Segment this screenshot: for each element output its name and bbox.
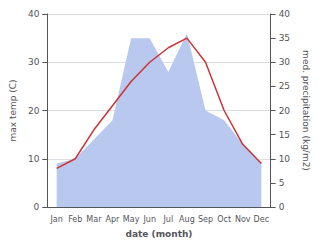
svg-text:30: 30 bbox=[28, 57, 40, 67]
svg-text:Nov: Nov bbox=[235, 215, 251, 224]
svg-text:10: 10 bbox=[279, 154, 291, 164]
svg-text:30: 30 bbox=[279, 57, 291, 67]
svg-text:20: 20 bbox=[279, 106, 291, 116]
svg-text:0: 0 bbox=[279, 202, 285, 212]
svg-text:20: 20 bbox=[28, 106, 40, 116]
svg-text:40: 40 bbox=[28, 9, 40, 19]
svg-text:15: 15 bbox=[279, 130, 290, 140]
svg-text:Sep: Sep bbox=[198, 215, 213, 224]
svg-text:Jul: Jul bbox=[162, 215, 173, 224]
svg-text:May: May bbox=[123, 215, 140, 224]
svg-text:Jan: Jan bbox=[49, 215, 62, 224]
svg-text:10: 10 bbox=[28, 154, 40, 164]
svg-text:Oct: Oct bbox=[217, 215, 231, 224]
svg-text:Aug: Aug bbox=[179, 215, 195, 224]
svg-text:Jun: Jun bbox=[142, 215, 156, 224]
svg-text:Mar: Mar bbox=[86, 215, 102, 224]
svg-text:0: 0 bbox=[34, 202, 40, 212]
svg-text:25: 25 bbox=[279, 81, 290, 91]
svg-text:35: 35 bbox=[279, 33, 290, 43]
svg-text:Apr: Apr bbox=[106, 215, 121, 224]
svg-text:Feb: Feb bbox=[68, 215, 82, 224]
svg-text:40: 40 bbox=[279, 9, 291, 19]
svg-text:5: 5 bbox=[279, 178, 285, 188]
svg-text:date (month): date (month) bbox=[126, 229, 193, 239]
svg-text:med. precipitation (kg/m2): med. precipitation (kg/m2) bbox=[301, 50, 311, 171]
svg-text:max temp (C): max temp (C) bbox=[8, 79, 18, 141]
svg-text:Dec: Dec bbox=[254, 215, 269, 224]
